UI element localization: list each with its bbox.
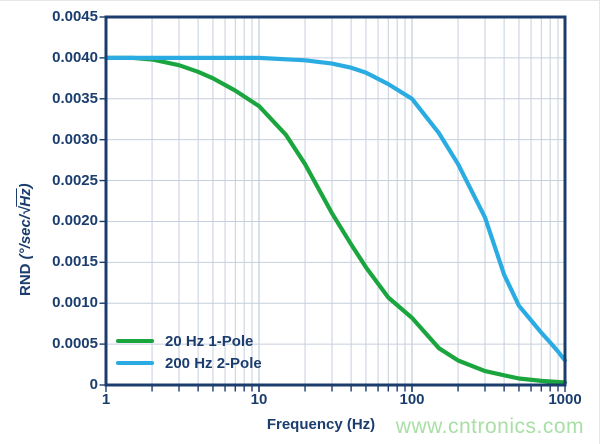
y-tick-label: 0.0020 (52, 212, 98, 230)
plot-frame (104, 15, 567, 387)
y-axis-title-radicand: Hz (17, 188, 34, 207)
x-tick-label: 1000 (548, 391, 582, 408)
y-tick-label: 0.0025 (52, 171, 98, 189)
y-tick-label: 0.0040 (52, 48, 98, 66)
legend-swatch-green-line (116, 339, 154, 343)
y-tick-label: 0.0010 (52, 294, 98, 312)
legend-swatch-cyan-line (116, 361, 154, 365)
gridlines (106, 17, 565, 385)
x-axis-title: Frequency (Hz) (266, 416, 376, 433)
series-line-200-hz-2-pole (103, 55, 568, 363)
series-line-20-hz-1-pole (103, 55, 568, 385)
sqrt-radical: √ (17, 206, 34, 215)
legend-label: 200 Hz 2-Pole (165, 354, 262, 372)
x-tick-label: 1 (101, 391, 111, 408)
y-tick-label: 0.0035 (52, 89, 98, 107)
watermark: www.cntronics.com (395, 415, 584, 438)
y-axis-title-unit-close: ) (17, 183, 34, 189)
y-axis-title: RND (°/sec/√Hz) (17, 183, 34, 296)
y-axis-title-name: RND (17, 263, 34, 297)
y-tick-label: 0.0045 (52, 8, 98, 25)
y-tick-label: 0.0030 (52, 130, 98, 148)
legend-label: 20 Hz 1-Pole (165, 332, 254, 350)
x-tick-label: 100 (399, 391, 425, 408)
legend-item-200hz-2pole: 200 Hz 2-Pole (116, 354, 262, 372)
y-axis-title-unit-open: (°/sec/ (17, 214, 34, 264)
x-tick-label: 10 (250, 391, 268, 408)
y-tick-label: 0.0015 (52, 253, 98, 271)
axis-ticks (99, 16, 566, 392)
y-tick-label: 0.0005 (52, 335, 98, 353)
y-tick-label: 0 (89, 376, 98, 393)
legend-item-20hz-1pole: 20 Hz 1-Pole (116, 332, 253, 350)
